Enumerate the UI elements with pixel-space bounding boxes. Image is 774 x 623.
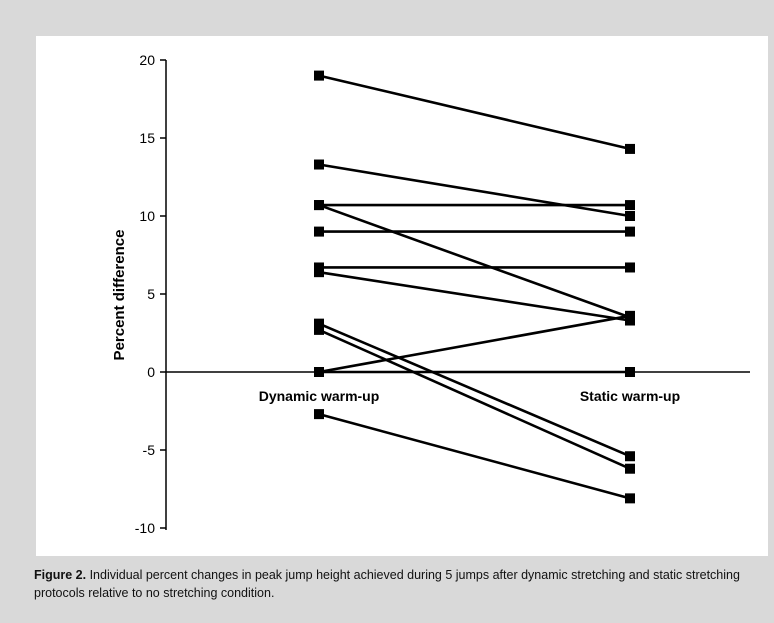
- series-line: [318, 163, 631, 218]
- data-point-marker: [314, 367, 324, 377]
- data-point-marker: [625, 211, 635, 221]
- data-point-marker: [625, 367, 635, 377]
- data-point-marker: [625, 493, 635, 504]
- data-point-marker: [314, 324, 324, 335]
- series-line: [318, 74, 631, 151]
- data-point-marker: [625, 451, 635, 462]
- y-ticks: -10 -5 0 5 10 15 20: [135, 52, 166, 536]
- data-point-marker: [625, 310, 635, 321]
- y-tick-label: -5: [143, 442, 156, 458]
- data-point-marker: [625, 226, 635, 237]
- data-point-marker: [314, 226, 324, 237]
- data-point-marker: [314, 200, 324, 211]
- data-point-marker: [314, 318, 324, 329]
- x-category-label: Dynamic warm-up: [259, 388, 380, 404]
- series-line: [318, 314, 631, 374]
- x-category-label: Static warm-up: [580, 388, 680, 404]
- caption-label: Figure 2.: [34, 568, 87, 582]
- markers: [314, 70, 635, 504]
- data-point-marker: [314, 159, 324, 170]
- data-point-marker: [314, 267, 324, 278]
- y-tick-label: 5: [147, 286, 155, 302]
- data-point-marker: [625, 262, 635, 273]
- y-tick-label: 10: [139, 208, 155, 224]
- series-line: [318, 328, 631, 470]
- y-tick-label: 20: [139, 52, 155, 68]
- data-point-marker: [314, 70, 324, 81]
- series-line: [318, 322, 631, 458]
- y-tick-label: 15: [139, 130, 155, 146]
- data-point-marker: [314, 409, 324, 420]
- y-tick-label: 0: [147, 364, 155, 380]
- caption-text: Individual percent changes in peak jump …: [34, 568, 740, 600]
- series-line: [318, 412, 631, 500]
- data-point-marker: [625, 463, 635, 474]
- series-lines: [318, 74, 631, 500]
- series-line: [318, 270, 631, 322]
- data-point-marker: [625, 143, 635, 154]
- data-point-marker: [625, 200, 635, 211]
- plot-panel: -10 -5 0 5 10 15 20 Dynamic warm-up Static warm…: [36, 36, 768, 556]
- y-axis-label: Percent difference: [111, 230, 128, 361]
- x-labels: Dynamic warm-up Static warm-up: [259, 388, 680, 404]
- chart: -10 -5 0 5 10 15 20 Dynamic warm-up Static warm…: [111, 52, 750, 536]
- y-tick-label: -10: [135, 520, 155, 536]
- series-line: [318, 203, 631, 319]
- figure-caption: Figure 2. Individual percent changes in …: [34, 566, 764, 602]
